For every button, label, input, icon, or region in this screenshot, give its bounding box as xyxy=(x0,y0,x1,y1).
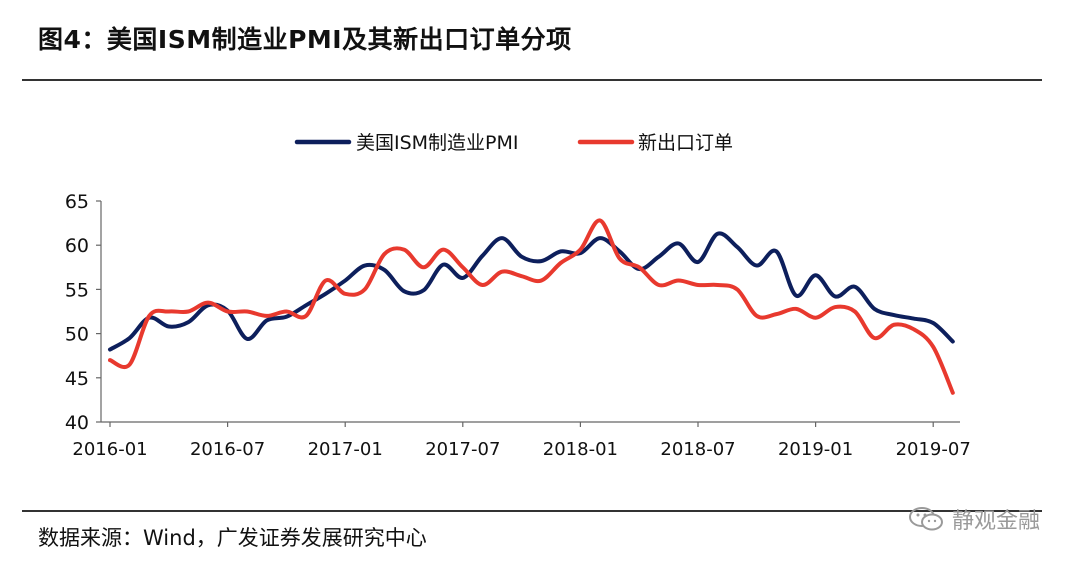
y-tick-label: 40 xyxy=(65,412,89,434)
watermark: 静观金融 xyxy=(908,503,1040,535)
legend-label: 美国ISM制造业PMI xyxy=(356,132,519,154)
x-tick-label: 2017-01 xyxy=(308,439,383,460)
y-tick-label: 60 xyxy=(65,235,89,257)
series-line-pmi xyxy=(108,231,955,352)
top-divider xyxy=(22,79,1042,81)
chart-axes: 40 45 50 55 60 65 2016-01 2016-07 2017-01 2017-07… xyxy=(65,191,971,460)
y-tick-label: 55 xyxy=(65,279,89,301)
y-tick-label: 50 xyxy=(65,324,89,346)
pmi-line-chart: 美国ISM制造业PMI 新出口订单 40 45 50 55 60 65 2016-01 2016… xyxy=(65,132,971,460)
x-tick-label: 2016-07 xyxy=(190,439,265,460)
x-tick-label: 2019-07 xyxy=(896,439,971,460)
legend-item-pmi: 美国ISM制造业PMI xyxy=(294,132,519,154)
y-tick-label: 65 xyxy=(65,191,89,213)
series-line-export-orders xyxy=(108,218,955,395)
y-tick-label: 45 xyxy=(65,368,89,390)
x-tick-label: 2016-01 xyxy=(72,439,147,460)
legend-label: 新出口订单 xyxy=(638,132,733,154)
x-tick-label: 2018-01 xyxy=(543,439,618,460)
chart-legend: 美国ISM制造业PMI 新出口订单 xyxy=(294,132,733,154)
x-tick-label: 2019-01 xyxy=(778,439,853,460)
chart-series xyxy=(108,218,955,395)
bottom-divider xyxy=(22,510,1042,512)
legend-item-export-orders: 新出口订单 xyxy=(577,132,733,154)
watermark-text: 静观金融 xyxy=(951,509,1040,534)
x-tick-label: 2018-07 xyxy=(660,439,735,460)
x-tick-label: 2017-07 xyxy=(425,439,500,460)
wechat-icon xyxy=(908,507,943,531)
source-note: 数据来源：Wind，广发证券发展研究中心 xyxy=(38,526,427,550)
page-title: 图4：美国ISM制造业PMI及其新出口订单分项 xyxy=(38,25,572,54)
